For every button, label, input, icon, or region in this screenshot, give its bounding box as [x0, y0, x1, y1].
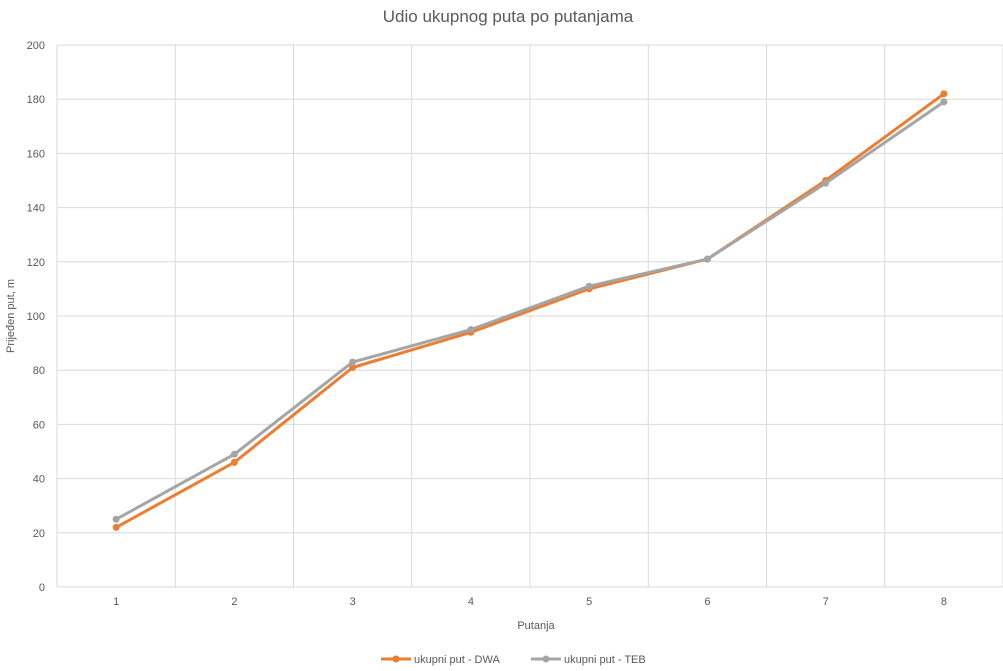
- series: [112, 90, 948, 531]
- x-tick-label: 1: [113, 596, 119, 608]
- grid: [56, 44, 1003, 588]
- data-point: [349, 358, 357, 366]
- legend-label: ukupni put - TEB: [564, 654, 646, 666]
- y-tick-label: 40: [33, 474, 45, 486]
- data-point: [230, 450, 238, 458]
- x-axis-ticks: 1 2 3 4 5 6 7 8: [113, 596, 947, 608]
- data-point: [940, 90, 948, 98]
- data-point: [349, 363, 357, 371]
- data-point: [467, 326, 475, 334]
- y-tick-label: 60: [33, 419, 45, 431]
- y-tick-label: 120: [27, 257, 45, 269]
- y-tick-label: 20: [33, 528, 45, 540]
- series-line: [114, 92, 946, 529]
- x-tick-label: 5: [586, 596, 592, 608]
- series-2: [112, 98, 948, 523]
- y-tick-label: 100: [27, 311, 45, 323]
- y-tick-label: 0: [39, 582, 45, 594]
- legend-item: ukupni put - DWA: [381, 654, 500, 666]
- legend-swatch-marker: [392, 655, 400, 663]
- x-tick-label: 7: [823, 596, 829, 608]
- y-tick-label: 140: [27, 203, 45, 215]
- series-line: [114, 100, 946, 521]
- x-tick-label: 8: [941, 596, 947, 608]
- data-point: [940, 98, 948, 106]
- legend-item: ukupni put - TEB: [531, 654, 646, 666]
- y-tick-label: 160: [27, 148, 45, 160]
- y-tick-label: 200: [27, 40, 45, 52]
- data-point: [822, 179, 830, 187]
- y-tick-label: 180: [27, 94, 45, 106]
- x-tick-label: 2: [231, 596, 237, 608]
- x-tick-label: 3: [350, 596, 356, 608]
- x-tick-label: 4: [468, 596, 474, 608]
- data-point: [112, 523, 120, 531]
- data-point: [585, 282, 593, 290]
- data-point: [112, 515, 120, 523]
- legend: ukupni put - DWA ukupni put - TEB: [381, 654, 646, 666]
- legend-label: ukupni put - DWA: [414, 654, 500, 666]
- y-axis-ticks: 0 20 40 60 80 100 120 140 160 180 200: [27, 40, 45, 594]
- x-tick-label: 6: [704, 596, 710, 608]
- data-point: [703, 255, 711, 263]
- legend-swatch-marker: [542, 655, 550, 663]
- y-axis-label: Prijeđen put, m: [5, 279, 17, 353]
- chart-title: Udio ukupnog puta po putanjama: [383, 7, 634, 26]
- x-axis-label: Putanja: [517, 620, 555, 632]
- data-point: [230, 458, 238, 466]
- y-tick-label: 80: [33, 365, 45, 377]
